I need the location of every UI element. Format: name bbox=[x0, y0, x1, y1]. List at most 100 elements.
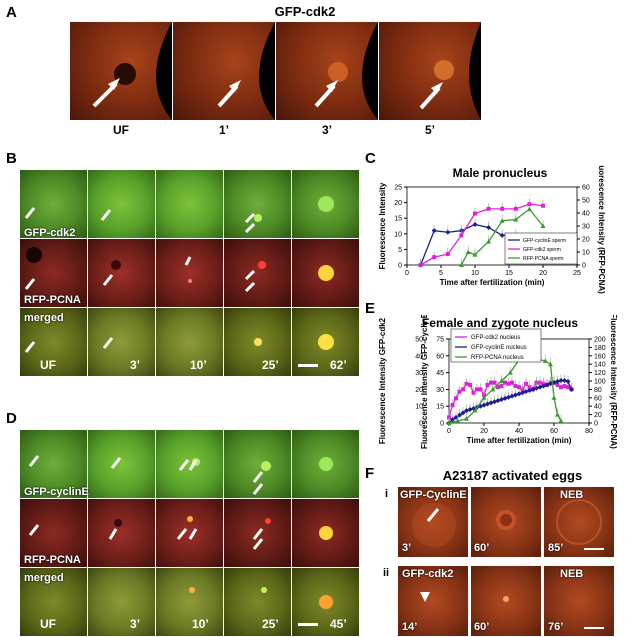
c-y2tick-label: 40 bbox=[582, 211, 590, 218]
panel-f-roman-i: i bbox=[385, 488, 389, 500]
panel-f-ii-scale-bar bbox=[584, 627, 604, 629]
c-ytick-label: 10 bbox=[394, 231, 402, 238]
e-y2tick-label: 120 bbox=[594, 370, 606, 377]
e-point bbox=[558, 418, 564, 423]
panel-b-rfp-62 bbox=[292, 239, 359, 307]
e-point bbox=[555, 382, 560, 387]
panel-d-rfp-10 bbox=[156, 499, 223, 567]
e-point bbox=[472, 407, 478, 413]
panel-d-gfp-10 bbox=[156, 430, 223, 498]
e-point bbox=[503, 380, 507, 385]
c-point bbox=[499, 232, 505, 238]
panel-b-rfp-3 bbox=[88, 239, 155, 307]
e-point bbox=[450, 403, 455, 408]
e-point bbox=[455, 418, 461, 423]
panel-d-gfp-uf bbox=[20, 430, 87, 498]
panel-f-ii-image-3 bbox=[544, 566, 614, 636]
c-ytick-label: 0 bbox=[398, 263, 402, 270]
e-ytick-inner-label: 50 bbox=[415, 337, 423, 344]
e-legend-label: GFP-cdk2 nucleus bbox=[471, 335, 520, 341]
e-point bbox=[460, 410, 466, 416]
c-y2tick-label: 10 bbox=[582, 250, 590, 257]
c-xtick-label: 20 bbox=[539, 270, 547, 277]
c-y2tick-label: 0 bbox=[582, 263, 586, 270]
c-point bbox=[432, 255, 437, 260]
panel-e-chart: Female and zygote nucleus 0 20 40 60 8001530… bbox=[378, 315, 618, 449]
e-point bbox=[499, 384, 504, 389]
panel-a-image-5min bbox=[379, 22, 481, 120]
panel-a-caption-0: UF bbox=[113, 123, 129, 137]
panel-f-ii-time-0: 14’ bbox=[402, 621, 418, 633]
panel-b-gfp-10 bbox=[156, 170, 223, 238]
c-point bbox=[459, 233, 464, 238]
panel-d-gfp-25 bbox=[224, 430, 291, 498]
c-point bbox=[540, 223, 546, 228]
e-point bbox=[527, 388, 532, 394]
panel-b-gfp-25 bbox=[224, 170, 291, 238]
c-point bbox=[486, 239, 492, 244]
e-ytick-inner-label: 30 bbox=[415, 370, 423, 377]
e-point bbox=[464, 381, 469, 386]
c-series-line-1 bbox=[420, 203, 544, 266]
e-point bbox=[548, 361, 553, 367]
c-legend: GFP-cyclinE sperm GFP-cdk2 sperm RFP-PCNA … bbox=[504, 232, 578, 265]
c-legend-label: GFP-cyclinE sperm bbox=[523, 238, 566, 244]
e-y2tick-label: 20 bbox=[594, 412, 602, 419]
panel-e-title: Female and zygote nucleus bbox=[422, 316, 578, 330]
e-y2tick-label: 0 bbox=[594, 421, 598, 428]
c-point bbox=[473, 211, 477, 216]
e-ylabel-2: Fluorescence Intensity GFP-cdk2 bbox=[378, 317, 387, 444]
panel-d-rfp-3 bbox=[88, 499, 155, 567]
e-point bbox=[490, 386, 496, 392]
c-y2tick-label: 30 bbox=[582, 224, 590, 231]
c-xtick-label: 25 bbox=[573, 270, 581, 277]
e-ytick-label: 45 bbox=[436, 370, 444, 377]
c-xlabel: Time after fertilization (min) bbox=[440, 278, 545, 287]
e-xtick-label: 40 bbox=[515, 428, 523, 435]
panel-a-title: GFP-cdk2 bbox=[274, 4, 336, 19]
panel-a-image-3min bbox=[276, 22, 378, 120]
e-y2tick-label: 40 bbox=[594, 404, 602, 411]
e-point bbox=[457, 412, 462, 418]
panel-b-row-label-gfp: GFP-cdk2 bbox=[24, 227, 76, 239]
c-point bbox=[500, 206, 505, 211]
e-point bbox=[565, 379, 571, 385]
panel-d-time-0: UF bbox=[40, 617, 56, 631]
e-point bbox=[457, 389, 462, 394]
panel-f-i-image-1 bbox=[398, 487, 468, 557]
e-y2tick-label: 80 bbox=[594, 387, 602, 394]
panel-f-i-image-3 bbox=[544, 487, 614, 557]
panel-d-scale-bar bbox=[298, 623, 318, 626]
panel-b-rfp-uf bbox=[20, 239, 87, 307]
panel-b-merged-uf bbox=[20, 308, 87, 376]
panel-a-caption-1: 1’ bbox=[218, 123, 229, 137]
e-point bbox=[542, 358, 548, 363]
panel-b-gfp-uf bbox=[20, 170, 87, 238]
e-point bbox=[510, 380, 514, 385]
panel-b-time-4: 62’ bbox=[330, 358, 347, 372]
e-legend: GFP-cdk2 nucleus GFP-cyclinE nucleus RFP-P… bbox=[450, 328, 542, 363]
panel-label-b: B bbox=[6, 150, 17, 167]
e-point bbox=[453, 414, 459, 420]
panel-label-d: D bbox=[6, 410, 17, 427]
c-point bbox=[458, 262, 464, 267]
e-point bbox=[566, 385, 570, 390]
e-ytick-inner-label: 10 bbox=[415, 404, 423, 411]
panel-d-merged-10 bbox=[156, 568, 223, 636]
e-point bbox=[559, 385, 563, 390]
c-ytick-label: 25 bbox=[394, 185, 402, 192]
panel-b-time-3: 25’ bbox=[262, 358, 279, 372]
e-point bbox=[506, 394, 511, 400]
e-point bbox=[450, 417, 455, 423]
c-point bbox=[526, 206, 532, 212]
panel-a-image-uf bbox=[70, 22, 172, 120]
panel-b-gfp-3 bbox=[88, 170, 155, 238]
panel-b-merged-25 bbox=[224, 308, 291, 376]
panel-f-i-neb: NEB bbox=[560, 489, 584, 501]
panel-f-ii-time-2: 76’ bbox=[548, 621, 564, 633]
panel-b-gfp-62 bbox=[292, 170, 359, 238]
e-legend-label: GFP-cyclinE nucleus bbox=[471, 345, 527, 351]
e-point bbox=[569, 386, 574, 392]
panel-b-merged-10 bbox=[156, 308, 223, 376]
e-ytick-label: 15 bbox=[436, 404, 444, 411]
